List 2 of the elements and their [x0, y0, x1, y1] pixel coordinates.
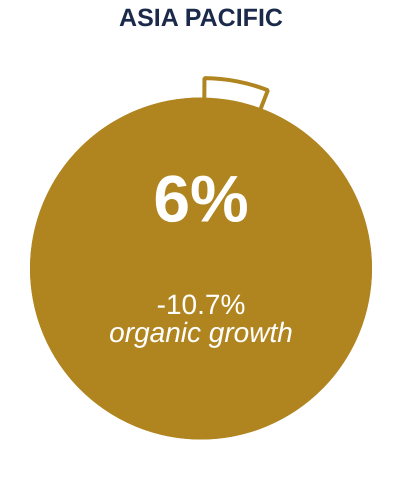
data-label: 6% [153, 162, 249, 236]
chart-title: ASIA PACIFIC [119, 4, 283, 32]
